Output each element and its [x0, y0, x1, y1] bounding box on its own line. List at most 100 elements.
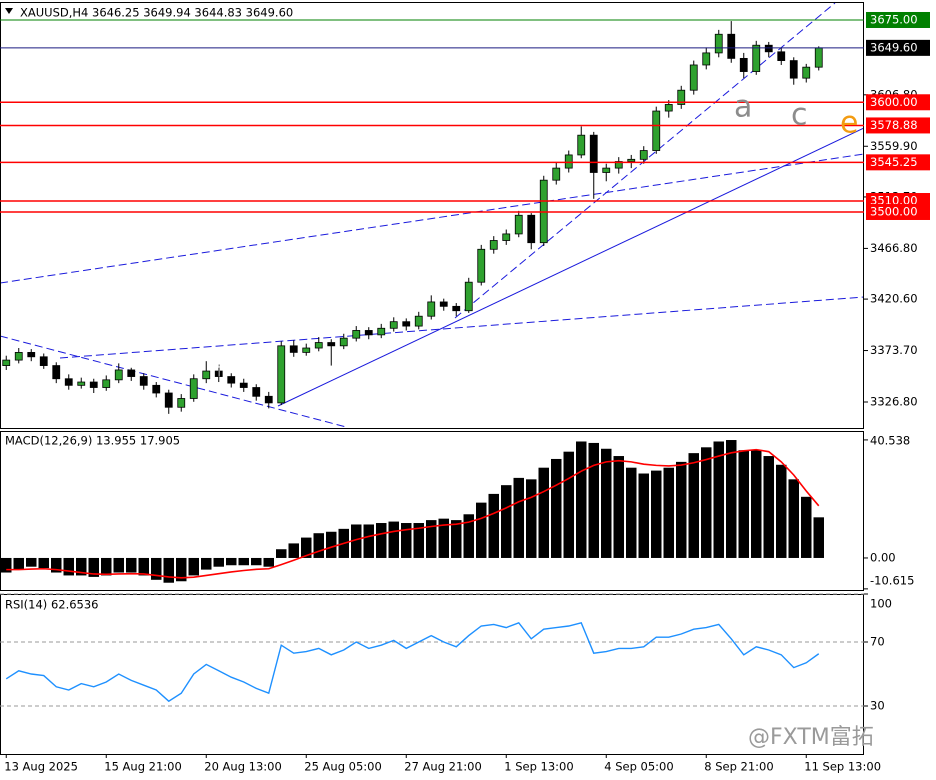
x-tick-label: 20 Aug 13:00	[204, 760, 282, 774]
candle-body	[302, 347, 311, 353]
macd-bar	[188, 557, 199, 576]
macd-bar	[551, 458, 562, 558]
macd-bar	[563, 451, 574, 558]
candle-body	[614, 161, 623, 169]
macd-bar	[388, 521, 399, 558]
level-label: 3675.00	[870, 12, 918, 26]
y-tick-label: 3373.70	[870, 343, 918, 357]
y-tick-label: 3466.80	[870, 241, 918, 255]
macd-bar	[288, 543, 299, 558]
candle-body	[502, 233, 511, 241]
macd-bar	[613, 456, 624, 558]
candle-body	[39, 356, 48, 366]
candle-body	[239, 382, 248, 388]
x-tick-label: 4 Sep 05:00	[604, 760, 673, 774]
y-tick-label: 40.538	[870, 434, 910, 448]
level-label: 3578.88	[870, 118, 918, 132]
x-tick-label: 15 Aug 21:00	[104, 760, 182, 774]
macd-bar	[601, 448, 612, 558]
macd-bar	[238, 557, 249, 566]
candle-body	[689, 64, 698, 91]
candle-body	[702, 52, 711, 66]
candle-body	[164, 392, 173, 408]
y-tick-label: 0.00	[870, 550, 896, 564]
candle-body	[102, 379, 111, 388]
macd-bar	[1, 557, 12, 573]
macd-bar	[701, 447, 712, 558]
candle-body	[802, 66, 811, 79]
macd-bar	[88, 557, 99, 577]
candle-body	[377, 327, 386, 336]
candle-body	[389, 321, 398, 329]
candle-body	[552, 167, 561, 181]
macd-bar	[376, 523, 387, 558]
level-box	[866, 39, 930, 56]
candle-body	[452, 305, 461, 312]
macd-bar	[526, 479, 537, 558]
candle-body	[177, 398, 186, 408]
candle-body	[214, 370, 223, 377]
candle-body	[352, 330, 361, 339]
x-tick-label: 11 Sep 13:00	[804, 760, 881, 774]
wave-label: e	[840, 106, 858, 141]
macd-bar	[801, 496, 812, 558]
macd-bar	[588, 442, 599, 558]
macd-bar	[176, 557, 187, 582]
symbol-marker	[5, 8, 13, 14]
price-panel	[0, 2, 864, 429]
y-tick-label: 3559.90	[870, 139, 918, 153]
macd-bar	[751, 450, 762, 558]
candle-body	[52, 365, 61, 380]
candle-body	[227, 376, 236, 384]
candle-body	[277, 345, 286, 404]
trend-line	[277, 127, 863, 407]
candle-body	[527, 214, 536, 244]
candle-body	[139, 376, 148, 386]
signal-line	[6, 448, 820, 579]
macd-bar	[713, 441, 724, 558]
macd-bar	[638, 473, 649, 558]
macd-bar	[538, 467, 549, 558]
macd-title: MACD(12,26,9) 13.955 17.905	[5, 434, 180, 448]
macd-bar	[738, 450, 749, 558]
candle-body	[402, 321, 411, 327]
macd-bar	[226, 557, 237, 566]
level-label: 3500.00	[870, 204, 918, 218]
candle-body	[414, 315, 423, 327]
x-tick-label: 8 Sep 21:00	[704, 760, 773, 774]
macd-bar	[676, 461, 687, 558]
level-box	[866, 94, 930, 111]
candle-body	[439, 301, 448, 307]
macd-bar	[63, 557, 74, 576]
level-label: 3649.60	[870, 40, 918, 54]
wave-label: c	[791, 98, 808, 133]
candle-body	[2, 359, 11, 366]
candle-body	[252, 387, 261, 397]
macd-bar	[476, 502, 487, 558]
candle-body	[577, 134, 586, 156]
plot: 3606.803559.903513.703466.803420.603373.…	[0, 11, 930, 774]
candle-body	[664, 104, 673, 112]
y-tick-label: 3420.60	[870, 292, 918, 306]
macd-bar	[351, 524, 362, 558]
y-tick-label: 100	[870, 597, 892, 611]
macd-bar	[438, 518, 449, 558]
candle-body	[364, 330, 373, 336]
candle-body	[752, 44, 761, 72]
candle-body	[727, 33, 736, 59]
candle-body	[152, 384, 161, 394]
x-tick-label: 27 Aug 21:00	[404, 760, 482, 774]
level-box	[866, 203, 930, 220]
level-box	[866, 11, 930, 28]
level-box	[866, 117, 930, 134]
candle-body	[89, 381, 98, 388]
macd-bar	[163, 557, 174, 583]
macd-bar	[451, 520, 462, 558]
macd-bar	[763, 456, 774, 558]
candle-body	[602, 167, 611, 173]
x-tick-label: 25 Aug 05:00	[304, 760, 382, 774]
macd-panel	[0, 431, 864, 591]
macd-bar	[26, 557, 37, 567]
x-tick-label: 13 Aug 2025	[4, 760, 78, 774]
chart-title: XAUUSD,H4 3646.25 3649.94 3644.83 3649.6…	[20, 6, 293, 20]
